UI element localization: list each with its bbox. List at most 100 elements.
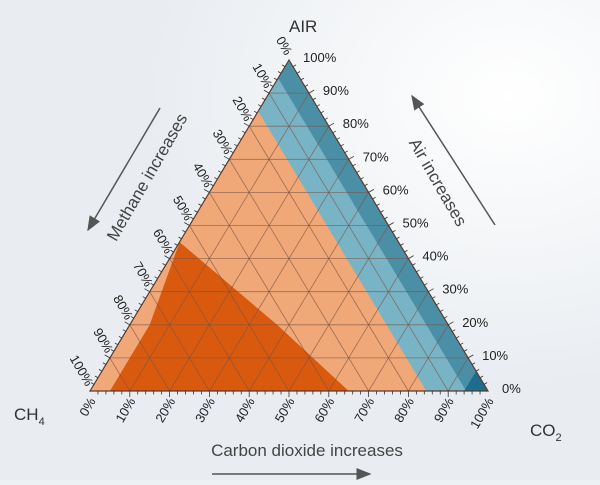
air-minor-tick bbox=[471, 362, 476, 365]
air-minor-tick bbox=[436, 302, 440, 306]
ch4-minor-tick bbox=[154, 276, 158, 279]
air-minor-tick bbox=[404, 249, 408, 253]
air-minor-tick bbox=[463, 349, 468, 352]
air-minor-tick bbox=[304, 84, 309, 87]
air-minor-tick bbox=[364, 183, 368, 187]
air-minor-tick bbox=[392, 230, 396, 233]
ch4-minor-tick bbox=[222, 163, 226, 167]
grid-line-co2-8 bbox=[169, 125, 330, 392]
air-minor-tick bbox=[448, 321, 454, 326]
grid-line-ch4-8 bbox=[248, 125, 409, 392]
air-minor-tick bbox=[420, 276, 424, 279]
ch4-minor-tick bbox=[273, 77, 278, 81]
grid-line-ch4-7 bbox=[228, 159, 369, 392]
air-minor-tick bbox=[348, 155, 355, 160]
ch4-minor-tick bbox=[110, 349, 115, 352]
air-minor-tick bbox=[340, 143, 344, 147]
ch4-minor-tick bbox=[214, 177, 218, 180]
ch4-minor-tick bbox=[122, 329, 127, 332]
ch4-vertex-label: CH4 bbox=[14, 405, 45, 428]
ch4-minor-tick bbox=[210, 183, 214, 187]
ch4-minor-tick bbox=[277, 71, 282, 74]
air-minor-tick bbox=[416, 269, 420, 273]
air-tick-label-0: 0% bbox=[502, 381, 521, 396]
co2-label-subscript: 2 bbox=[556, 432, 562, 444]
air-minor-tick bbox=[352, 163, 356, 167]
air-tick-label-70: 70% bbox=[363, 149, 389, 164]
air-minor-tick bbox=[408, 255, 414, 259]
air-tick-label-40: 40% bbox=[422, 249, 448, 264]
air-minor-tick bbox=[372, 196, 376, 200]
arrows-layer bbox=[87, 94, 496, 480]
air-minor-tick bbox=[432, 296, 436, 299]
grid-line-ch4-5 bbox=[189, 225, 290, 392]
ch4-minor-tick bbox=[142, 296, 146, 299]
grid-layer bbox=[88, 58, 490, 392]
ch4-minor-tick bbox=[98, 369, 103, 372]
air-minor-tick bbox=[444, 316, 448, 319]
ch4-minor-tick bbox=[237, 137, 242, 140]
ch4-minor-tick bbox=[243, 122, 250, 127]
ch4-minor-tick bbox=[114, 342, 119, 346]
air-minor-tick bbox=[384, 216, 388, 220]
air-minor-tick bbox=[483, 382, 488, 385]
air-minor-tick bbox=[312, 97, 317, 101]
ch4-minor-tick bbox=[253, 110, 258, 114]
air-minor-tick bbox=[380, 210, 384, 213]
air-minor-tick bbox=[455, 335, 460, 339]
air-minor-tick bbox=[320, 110, 325, 114]
air-tick-label-10: 10% bbox=[482, 348, 508, 363]
grid-line-ch4-9 bbox=[268, 92, 449, 392]
ch4-minor-tick bbox=[164, 255, 170, 259]
ch4-minor-tick bbox=[170, 249, 174, 253]
air-minor-tick bbox=[324, 117, 329, 120]
air-tick-label-60: 60% bbox=[383, 182, 409, 197]
ch4-minor-tick bbox=[249, 117, 254, 120]
ch4-minor-tick bbox=[102, 362, 107, 365]
ch4-minor-tick bbox=[281, 64, 286, 67]
air-minor-tick bbox=[300, 77, 305, 81]
ch4-minor-tick bbox=[162, 263, 166, 266]
ch4-minor-tick bbox=[150, 282, 154, 286]
air-minor-tick bbox=[344, 150, 348, 154]
air-minor-tick bbox=[467, 354, 474, 359]
air-minor-tick bbox=[451, 329, 456, 332]
grid-line-co2-3 bbox=[368, 291, 429, 392]
ch4-minor-tick bbox=[94, 375, 99, 379]
air-minor-tick bbox=[360, 177, 364, 180]
ch4-minor-tick bbox=[124, 321, 130, 326]
grid-line-co2-7 bbox=[209, 159, 350, 392]
co2-label-main: CO bbox=[530, 421, 556, 440]
ch4-minor-tick bbox=[234, 143, 238, 147]
ch4-minor-tick bbox=[230, 150, 234, 154]
grid-line-co2-9 bbox=[129, 92, 310, 392]
ch4-minor-tick bbox=[198, 203, 202, 206]
air-tick-label-90: 90% bbox=[323, 83, 349, 98]
methane-direction-arrow bbox=[87, 107, 161, 232]
co2-corner-region bbox=[464, 371, 488, 391]
ch4-minor-tick bbox=[182, 230, 186, 233]
air-minor-tick bbox=[368, 189, 375, 193]
air-minor-tick bbox=[356, 170, 360, 173]
grid-line-co2-1 bbox=[447, 357, 469, 392]
co2-axis-title: Carbon dioxide increases bbox=[211, 441, 403, 460]
air-tick-label-100: 100% bbox=[303, 50, 337, 65]
ch4-label-main: CH bbox=[14, 405, 39, 424]
ch4-minor-tick bbox=[158, 269, 162, 273]
air-tick-label-80: 80% bbox=[343, 116, 369, 131]
co2-vertex-label: CO2 bbox=[530, 421, 562, 444]
ch4-minor-tick bbox=[190, 216, 194, 220]
ch4-minor-tick bbox=[118, 335, 123, 339]
air-minor-tick bbox=[336, 137, 341, 140]
air-minor-tick bbox=[376, 203, 380, 206]
ch4-minor-tick bbox=[203, 189, 210, 193]
air-tick-label-20: 20% bbox=[462, 315, 488, 330]
ch4-minor-tick bbox=[184, 222, 190, 226]
air-minor-tick bbox=[440, 309, 444, 312]
ch4-minor-tick bbox=[241, 130, 246, 134]
grid-line-ch4-3 bbox=[149, 291, 210, 392]
grid-line-ch4-1 bbox=[109, 357, 131, 392]
ch4-minor-tick bbox=[178, 236, 182, 240]
